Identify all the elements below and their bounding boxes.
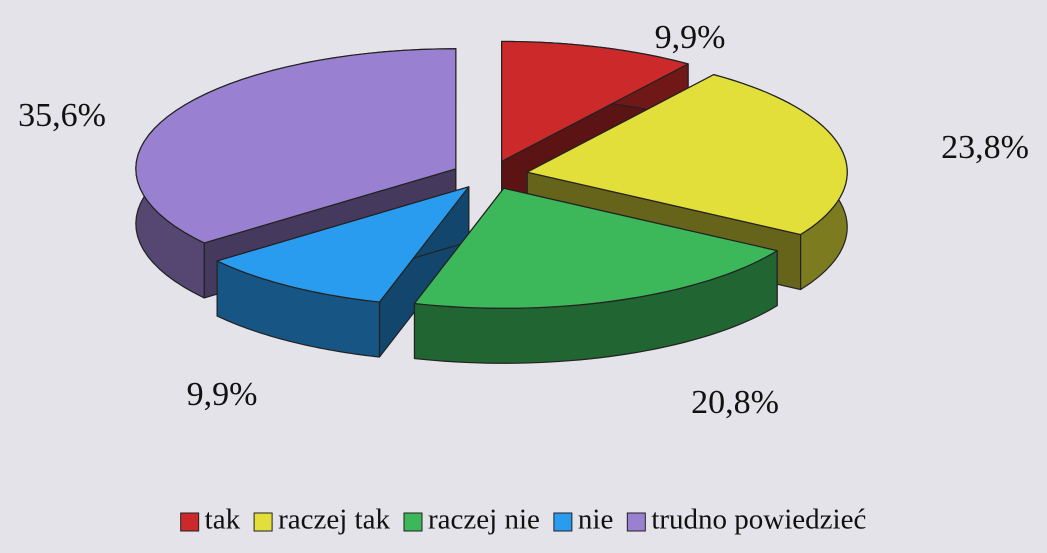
slice xyxy=(135,48,457,244)
slice xyxy=(526,74,848,236)
legend-swatch xyxy=(553,512,573,532)
legend-label: raczej nie xyxy=(428,504,540,536)
legend-label: trudno powiedzieć xyxy=(651,504,866,536)
data-label: 9,9% xyxy=(655,19,726,56)
legend-swatch xyxy=(253,512,273,532)
data-label: 20,8% xyxy=(691,384,779,421)
slice xyxy=(413,187,778,309)
slice xyxy=(501,40,689,163)
data-label: 23,8% xyxy=(941,129,1029,166)
slice xyxy=(216,186,470,358)
legend-label: tak xyxy=(205,504,241,536)
legend-swatch xyxy=(626,512,646,532)
legend-label: nie xyxy=(578,504,613,536)
legend: tak raczej tak raczej nie nie trudno powiedz… xyxy=(180,504,866,536)
data-label: 9,9% xyxy=(187,376,258,413)
legend-swatch xyxy=(180,512,200,532)
slice xyxy=(216,186,470,303)
slice xyxy=(413,187,778,364)
legend-swatch xyxy=(403,512,423,532)
data-label: 35,6% xyxy=(18,97,106,134)
legend-label: raczej tak xyxy=(278,504,390,536)
